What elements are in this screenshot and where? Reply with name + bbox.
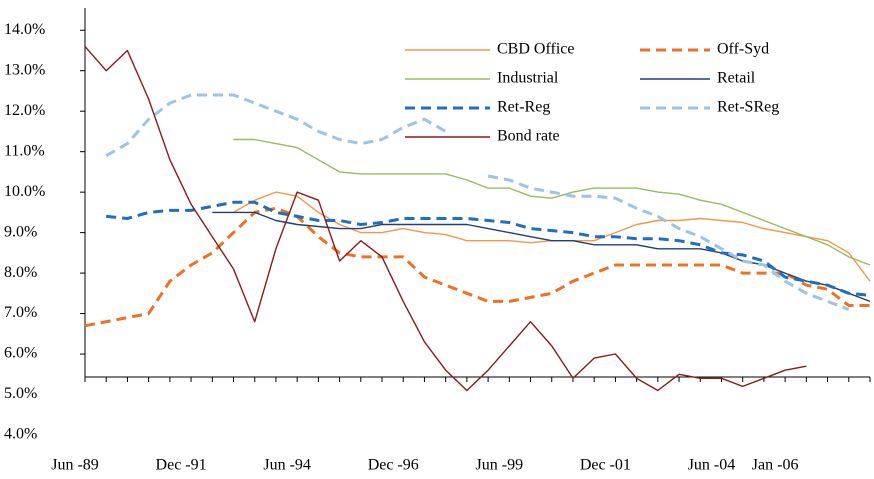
y-tick-label: 4.0% xyxy=(4,426,37,443)
legend-label: Ret-Reg xyxy=(497,99,550,116)
legend-label: Bond rate xyxy=(497,128,560,145)
y-tick-label: 14.0% xyxy=(4,21,45,38)
series-line xyxy=(212,211,871,303)
y-tick-label: 5.0% xyxy=(4,385,37,402)
series-line xyxy=(233,138,871,266)
x-tick-label: Jun -99 xyxy=(476,457,524,474)
y-tick-label: 9.0% xyxy=(4,223,37,240)
x-tick-label: Dec -96 xyxy=(368,457,419,474)
x-tick-label: Dec -01 xyxy=(580,457,631,474)
x-tick-label: Jun -94 xyxy=(263,457,311,474)
legend-label: Industrial xyxy=(497,70,559,87)
legend-label: Retail xyxy=(717,70,756,87)
y-tick-label: 8.0% xyxy=(4,264,37,281)
x-tick-label: Jun -04 xyxy=(688,457,736,474)
y-tick-label: 13.0% xyxy=(4,61,45,78)
legend-label: Off-Syd xyxy=(717,41,769,58)
y-tick-label: 7.0% xyxy=(4,304,37,321)
y-tick-label: 12.0% xyxy=(4,102,45,119)
series-line xyxy=(106,200,871,297)
x-tick-label: Dec -91 xyxy=(156,457,207,474)
series-line xyxy=(105,93,850,311)
legend-label: CBD Office xyxy=(497,41,574,58)
y-tick-label: 10.0% xyxy=(4,183,45,200)
y-tick-label: 6.0% xyxy=(4,345,37,362)
y-tick-label: 11.0% xyxy=(4,142,45,159)
legend-label: Ret-SReg xyxy=(717,99,779,116)
series-line xyxy=(84,45,807,392)
x-tick-label: Jan -06 xyxy=(752,457,799,474)
x-tick-label: Jun -89 xyxy=(51,457,99,474)
